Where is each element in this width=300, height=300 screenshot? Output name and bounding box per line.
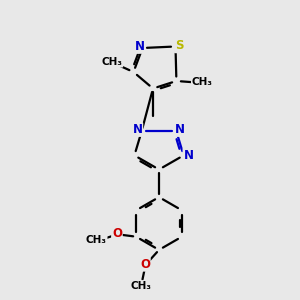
Text: CH₃: CH₃ bbox=[192, 77, 213, 87]
Text: N: N bbox=[132, 123, 142, 136]
Text: N: N bbox=[175, 123, 185, 136]
Text: CH₃: CH₃ bbox=[130, 281, 151, 291]
Text: S: S bbox=[175, 39, 183, 52]
Text: O: O bbox=[112, 227, 122, 240]
Text: CH₃: CH₃ bbox=[86, 235, 107, 245]
Text: N: N bbox=[183, 149, 194, 162]
Text: N: N bbox=[134, 40, 145, 53]
Text: O: O bbox=[140, 258, 150, 271]
Text: CH₃: CH₃ bbox=[101, 57, 122, 67]
